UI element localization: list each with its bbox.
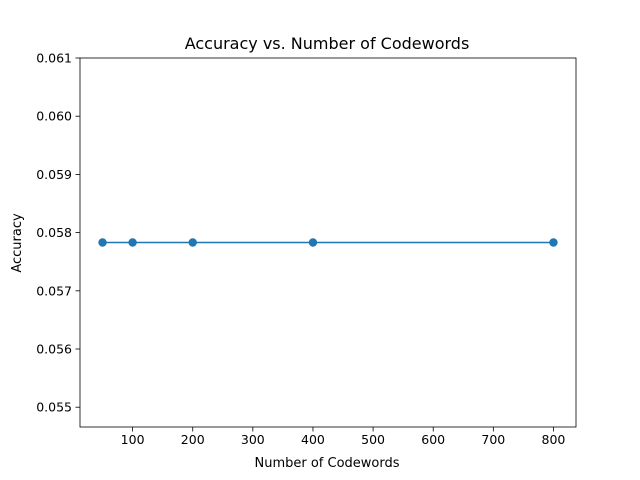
y-tick-label: 0.056: [36, 342, 72, 357]
y-tick-label: 0.057: [36, 283, 72, 298]
y-axis-label: Accuracy: [10, 213, 25, 273]
x-tick-label: 400: [301, 432, 325, 447]
chart-title: Accuracy vs. Number of Codewords: [185, 34, 470, 53]
y-tick-label: 0.061: [36, 51, 72, 66]
plot-area: 100 200 300 400 500 600 700 800 0.055 0.056 0.057 0…: [36, 51, 577, 447]
x-tick-label: 100: [121, 432, 145, 447]
y-tick-label: 0.059: [36, 167, 72, 182]
data-point: [308, 238, 318, 247]
y-tick-label: 0.055: [36, 400, 72, 415]
data-point: [98, 238, 107, 247]
x-tick-label: 700: [481, 432, 505, 447]
data-point: [188, 238, 197, 247]
x-tick-label: 200: [181, 432, 205, 447]
y-tick-label: 0.058: [36, 225, 72, 240]
data-point: [128, 238, 137, 247]
x-tick-label: 500: [361, 432, 385, 447]
data-point: [549, 238, 558, 247]
plot-frame: [79, 57, 577, 428]
y-tick-label: 0.060: [36, 109, 72, 124]
x-tick-label: 600: [421, 432, 445, 447]
x-axis-label: Number of Codewords: [254, 456, 399, 471]
x-tick-label: 300: [241, 432, 265, 447]
x-tick-label: 800: [542, 432, 566, 447]
